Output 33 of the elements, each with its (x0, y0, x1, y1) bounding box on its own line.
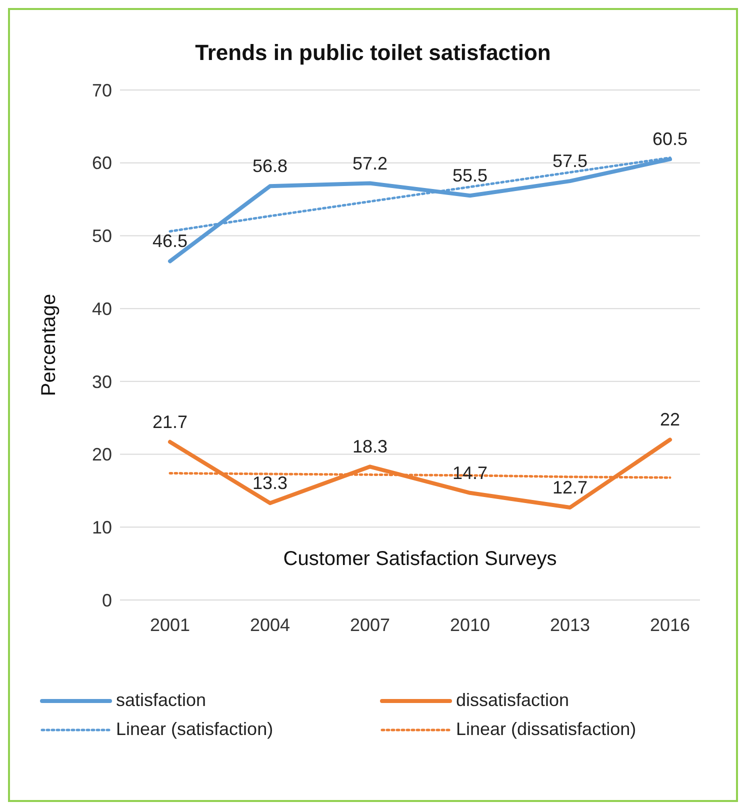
y-tick-label: 10 (92, 518, 112, 538)
legend-label: satisfaction (116, 690, 206, 711)
x-tick-label: 2001 (150, 614, 190, 635)
x-tick-label: 2016 (650, 614, 690, 635)
data-label: 12.7 (552, 477, 588, 498)
data-label: 57.2 (352, 153, 388, 174)
chart-title: Trends in public toilet satisfaction (194, 40, 552, 66)
x-tick-label: 2013 (550, 614, 590, 635)
legend-label: dissatisfaction (456, 690, 570, 711)
y-tick-label: 40 (92, 298, 112, 319)
y-tick-label: 20 (92, 444, 112, 465)
x-tick-label: 2010 (450, 614, 490, 635)
y-tick-label: 50 (92, 226, 112, 246)
legend-label: Linear (satisfaction) (116, 719, 274, 740)
data-label: 46.5 (152, 231, 188, 252)
x-tick-label: 2007 (350, 614, 390, 635)
data-label: 57.5 (552, 151, 588, 172)
x-tick-label: 2004 (250, 614, 290, 635)
data-label: 55.5 (452, 166, 488, 186)
legend-label: Linear (dissatisfaction) (456, 719, 636, 740)
y-tick-label: 30 (92, 372, 112, 392)
y-tick-label: 70 (92, 80, 112, 100)
data-label: 56.8 (252, 156, 288, 176)
data-label: 18.3 (352, 436, 388, 457)
data-label: 21.7 (152, 412, 188, 432)
line-series (168, 438, 672, 510)
data-label: 22 (660, 410, 680, 430)
y-tick-label: 60 (92, 153, 112, 174)
x-axis-title: Customer Satisfaction Surveys (282, 548, 558, 571)
data-label: 13.3 (252, 473, 288, 494)
data-label: 60.5 (652, 129, 688, 150)
y-axis-title: Percentage (38, 294, 60, 396)
y-tick-label: 0 (102, 590, 112, 610)
